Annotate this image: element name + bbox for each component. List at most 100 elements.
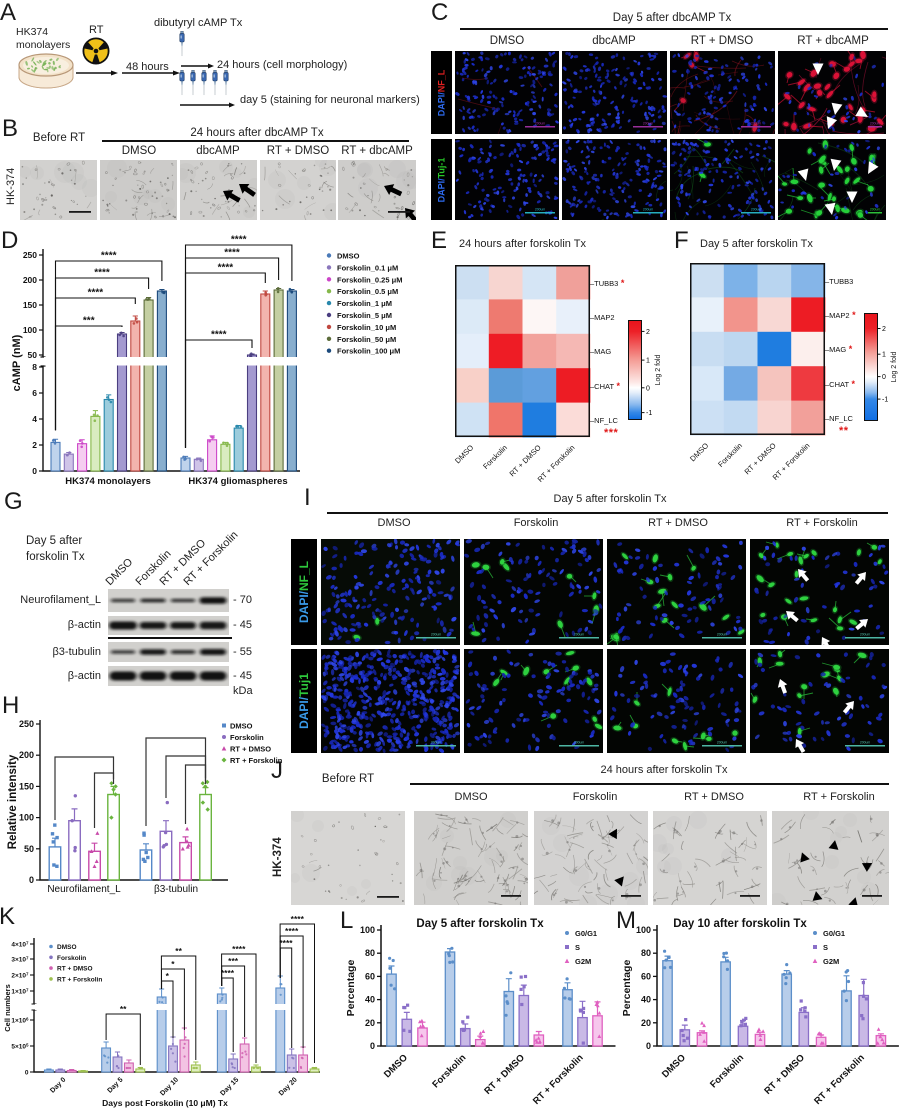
svg-text:100: 100 — [19, 813, 34, 823]
svg-text:200um: 200um — [717, 633, 728, 637]
svg-text:RT + Forskolin: RT + Forskolin — [57, 976, 102, 983]
svg-text:HK374 gliomaspheres: HK374 gliomaspheres — [188, 476, 287, 487]
svg-text:S: S — [823, 943, 828, 952]
svg-text:250: 250 — [23, 250, 37, 260]
svg-text:0: 0 — [25, 1070, 29, 1077]
svg-text:200um: 200um — [751, 122, 762, 126]
svg-text:Forskolin_5 μM: Forskolin_5 μM — [337, 311, 392, 320]
svg-text:Forskolin: Forskolin — [708, 1052, 746, 1090]
svg-text:100: 100 — [360, 925, 375, 935]
svg-text:-1: -1 — [882, 397, 888, 404]
svg-text:Forskolin_10 μM: Forskolin_10 μM — [337, 323, 396, 332]
svg-text:0: 0 — [646, 1041, 651, 1051]
svg-text:0: 0 — [32, 466, 37, 476]
svg-text:50: 50 — [28, 350, 38, 360]
svg-text:2×107: 2×107 — [11, 972, 29, 980]
svg-text:Forskolin_1 μM: Forskolin_1 μM — [337, 299, 392, 308]
svg-text:Percentage: Percentage — [345, 960, 357, 1017]
svg-text:200um: 200um — [535, 122, 546, 126]
svg-text:200um: 200um — [751, 208, 762, 212]
svg-text:****: **** — [232, 944, 246, 954]
svg-text:DMSO: DMSO — [453, 443, 475, 465]
svg-text:**: ** — [175, 946, 182, 956]
svg-text:RT + Forskolin: RT + Forskolin — [812, 1052, 867, 1107]
svg-text:0: 0 — [882, 374, 886, 381]
svg-text:RT + DMSO: RT + DMSO — [230, 745, 271, 754]
svg-text:20: 20 — [641, 1018, 651, 1028]
svg-text:2: 2 — [646, 329, 650, 336]
svg-text:2: 2 — [32, 440, 37, 450]
svg-text:Forskolin_0.5 μM: Forskolin_0.5 μM — [337, 287, 398, 296]
svg-text:80: 80 — [365, 948, 375, 958]
svg-text:50: 50 — [24, 844, 34, 854]
svg-text:4: 4 — [32, 414, 37, 424]
svg-text:60: 60 — [641, 971, 651, 981]
svg-text:G2M: G2M — [823, 957, 839, 966]
svg-text:Forskolin_100 μM: Forskolin_100 μM — [337, 347, 400, 356]
svg-text:RT + DMSO: RT + DMSO — [508, 443, 543, 478]
svg-text:β3-tubulin: β3-tubulin — [154, 884, 198, 895]
svg-text:200: 200 — [23, 275, 37, 285]
svg-text:20: 20 — [365, 1018, 375, 1028]
svg-text:DMSO: DMSO — [660, 1052, 688, 1080]
svg-text:-1: -1 — [646, 410, 652, 417]
svg-text:80: 80 — [641, 948, 651, 958]
svg-text:****: **** — [285, 926, 299, 936]
svg-text:5×105: 5×105 — [11, 1043, 29, 1051]
svg-text:DMSO: DMSO — [337, 252, 360, 261]
svg-text:1: 1 — [882, 352, 886, 359]
svg-text:Forskolin: Forskolin — [230, 733, 264, 742]
svg-text:200um: 200um — [643, 208, 654, 212]
svg-text:Percentage: Percentage — [621, 960, 633, 1017]
svg-text:Forskolin_50 μM: Forskolin_50 μM — [337, 335, 396, 344]
svg-text:2: 2 — [882, 326, 886, 333]
svg-text:G0/G1: G0/G1 — [823, 929, 845, 938]
svg-text:****: **** — [218, 263, 234, 274]
svg-text:RT + DMSO: RT + DMSO — [743, 441, 778, 476]
svg-text:****: **** — [291, 914, 305, 924]
svg-text:RT + Forskolin: RT + Forskolin — [230, 756, 283, 765]
svg-text:150: 150 — [19, 781, 34, 791]
svg-text:Forskolin_0.25 μM: Forskolin_0.25 μM — [337, 275, 402, 284]
svg-text:****: **** — [279, 938, 293, 948]
svg-text:200um: 200um — [870, 208, 881, 212]
svg-text:cAMP (nM): cAMP (nM) — [11, 334, 23, 391]
svg-text:****: **** — [94, 268, 110, 279]
svg-text:200um: 200um — [431, 741, 442, 745]
svg-text:200um: 200um — [535, 208, 546, 212]
svg-text:*: * — [166, 971, 170, 981]
svg-text:Neurofilament_L: Neurofilament_L — [47, 884, 121, 895]
svg-text:***: *** — [83, 316, 95, 327]
svg-text:HK374 monolayers: HK374 monolayers — [65, 476, 151, 487]
svg-text:****: **** — [221, 968, 235, 978]
svg-text:RT + DMSO: RT + DMSO — [57, 966, 93, 973]
svg-text:0: 0 — [370, 1041, 375, 1051]
svg-text:100: 100 — [23, 325, 37, 335]
svg-text:6: 6 — [32, 388, 37, 398]
svg-text:8: 8 — [32, 362, 37, 372]
svg-text:DMSO: DMSO — [230, 722, 253, 731]
svg-text:****: **** — [224, 248, 240, 259]
svg-text:Forskolin_0.1 μM: Forskolin_0.1 μM — [337, 263, 398, 272]
svg-text:****: **** — [88, 288, 104, 299]
svg-text:200um: 200um — [574, 741, 585, 745]
svg-text:200um: 200um — [860, 633, 871, 637]
svg-text:Cell numbers: Cell numbers — [3, 984, 12, 1032]
svg-text:Relative intensity: Relative intensity — [7, 754, 19, 849]
svg-text:200: 200 — [19, 750, 34, 760]
svg-text:RT + DMSO: RT + DMSO — [762, 1052, 807, 1097]
svg-text:*: * — [171, 959, 175, 969]
svg-text:0: 0 — [646, 385, 650, 392]
svg-text:0: 0 — [29, 875, 34, 885]
svg-text:60: 60 — [365, 971, 375, 981]
svg-text:Forskolin: Forskolin — [716, 441, 744, 469]
svg-text:DMSO: DMSO — [57, 944, 77, 951]
svg-text:****: **** — [211, 330, 227, 341]
svg-text:200um: 200um — [860, 741, 871, 745]
svg-text:250: 250 — [19, 719, 34, 729]
svg-text:**: ** — [120, 1004, 127, 1014]
svg-text:1: 1 — [646, 358, 650, 365]
svg-text:Forskolin: Forskolin — [481, 443, 509, 471]
svg-text:1×106: 1×106 — [11, 1017, 29, 1025]
svg-text:200um: 200um — [574, 633, 585, 637]
